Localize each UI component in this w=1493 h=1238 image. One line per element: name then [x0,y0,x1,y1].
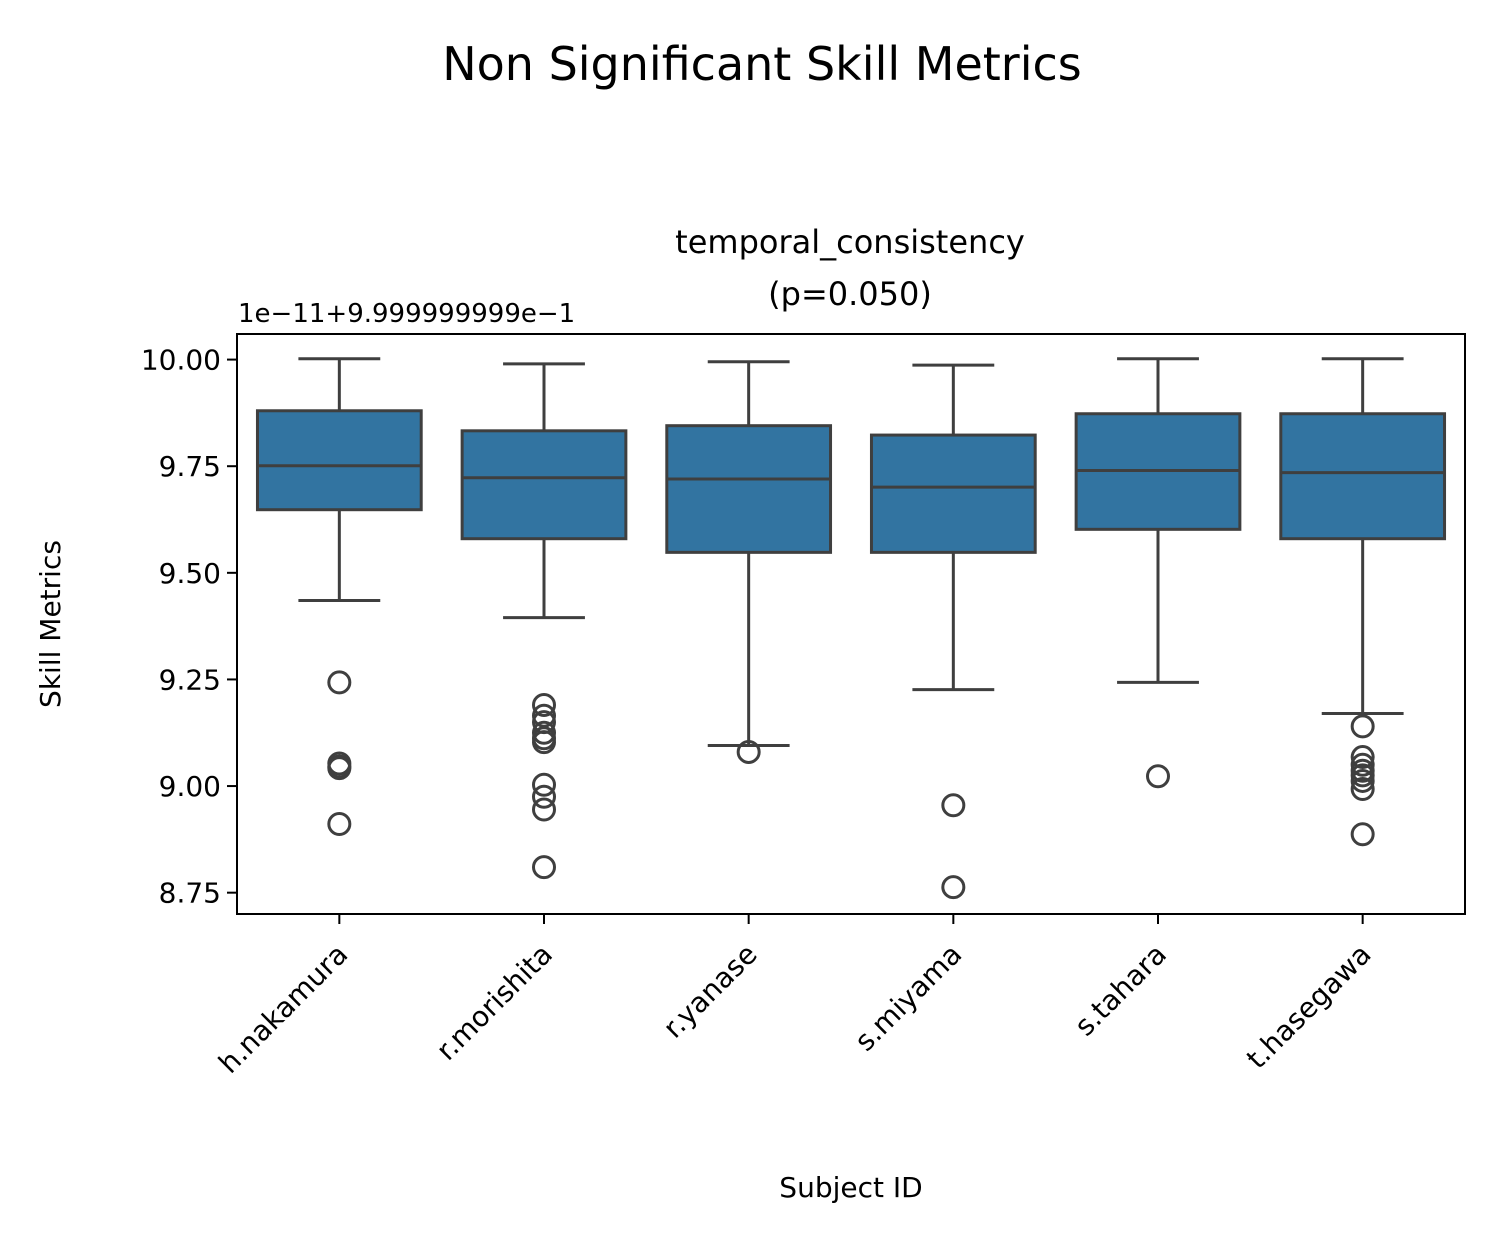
box-r.morishita [460,429,628,541]
chart-title-line2: (p=0.050) [768,275,932,313]
y-tick-label-5: 10.00 [141,344,221,377]
box-t.hasegawa [1279,412,1447,541]
box-group-r.morishita [460,362,628,880]
box-group-s.tahara [1074,357,1242,789]
outlier-r.yanase-0 [736,739,761,764]
y-offset-text: 1e−11+9.999999999e−1 [238,299,575,329]
outlier-t.hasegawa-0 [1350,714,1375,739]
box-r.yanase [665,424,833,554]
chart-title-line1: temporal_consistency [675,223,1025,261]
outlier-r.morishita-1 [532,703,556,728]
outlier-r.morishita-9 [532,855,556,880]
outlier-r.morishita-5 [532,730,556,755]
outlier-t.hasegawa-7 [1350,822,1375,847]
box-h.nakamura [255,409,423,512]
outlier-s.miyama-1 [941,875,966,900]
y-tick-label-0: 8.75 [159,877,221,910]
box-group-r.yanase [665,360,833,764]
x-axis-label: Subject ID [779,1171,922,1204]
outlier-t.hasegawa-6 [1350,777,1375,802]
y-axis-label: Skill Metrics [34,540,67,708]
outlier-h.nakamura-3 [327,756,352,781]
y-tick-label-4: 9.75 [159,450,221,483]
y-tick-label-3: 9.50 [159,557,221,590]
box-group-t.hasegawa [1279,357,1447,847]
outlier-r.morishita-8 [532,797,556,822]
suptitle: Non Significant Skill Metrics [442,37,1082,91]
y-tick-label-1: 9.00 [159,770,221,803]
plot-area-frame [236,333,1466,915]
outlier-t.hasegawa-2 [1350,752,1375,777]
outlier-r.morishita-0 [532,693,556,718]
outlier-t.hasegawa-1 [1350,745,1375,770]
outlier-r.morishita-7 [532,784,556,809]
outlier-h.nakamura-4 [327,812,352,837]
boxes-layer [255,357,1447,900]
box-s.miyama [869,433,1037,554]
outlier-t.hasegawa-5 [1350,768,1375,793]
outlier-h.nakamura-0 [327,670,352,695]
box-group-s.miyama [869,363,1037,900]
box-group-h.nakamura [255,357,423,837]
outlier-s.tahara-0 [1146,764,1170,789]
outlier-s.miyama-0 [941,793,966,818]
y-tick-label-2: 9.25 [159,663,221,696]
outlier-r.morishita-6 [532,772,556,797]
y-axis: 8.75 9.00 9.25 9.50 9.75 10.00 [141,344,237,910]
